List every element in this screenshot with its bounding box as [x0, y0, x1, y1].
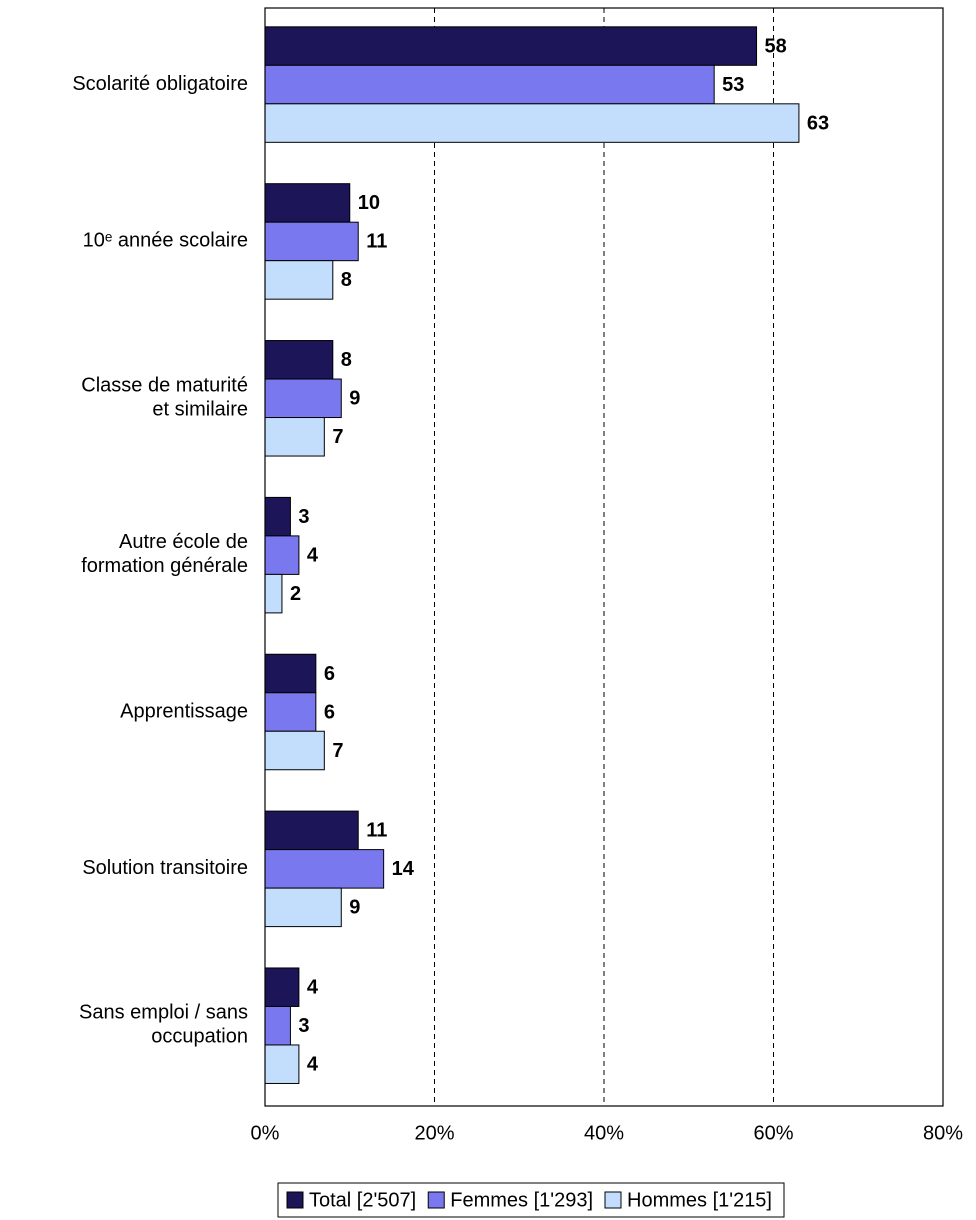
value-label: 58 — [765, 35, 787, 57]
bar — [264, 653, 317, 694]
category-label-line: Autre école de — [119, 531, 248, 553]
value-label: 3 — [298, 506, 309, 528]
category-label: 10ᵉ année scolaire — [83, 230, 248, 252]
category-label: Classe de maturité et similaire — [81, 375, 248, 421]
bar — [264, 573, 283, 614]
bar — [264, 417, 325, 457]
value-label: 11 — [366, 231, 387, 253]
value-label: 7 — [332, 426, 343, 448]
bar — [264, 64, 715, 105]
value-label: 4 — [307, 976, 319, 998]
bar — [264, 967, 300, 1007]
bar — [264, 887, 342, 928]
value-label: 4 — [307, 544, 319, 566]
value-label: 9 — [349, 897, 360, 919]
value-label: 7 — [332, 740, 343, 762]
legend-swatch — [604, 1191, 622, 1209]
category-label-line: et similaire — [152, 399, 248, 421]
legend-swatch — [286, 1191, 304, 1209]
bar — [264, 810, 359, 851]
bar — [264, 26, 758, 66]
bar — [264, 1044, 300, 1084]
value-label: 2 — [290, 583, 301, 605]
value-label: 14 — [392, 858, 415, 880]
x-tick-label: 20% — [414, 1122, 454, 1144]
value-label: 6 — [324, 701, 335, 723]
category-label-line: Classe de maturité — [81, 375, 248, 397]
bar — [264, 849, 385, 889]
legend-swatch — [427, 1191, 445, 1209]
bar — [264, 340, 334, 380]
bar — [264, 730, 325, 771]
value-label: 11 — [366, 820, 387, 842]
bar — [264, 496, 291, 537]
value-label: 9 — [349, 388, 360, 410]
value-label: 53 — [722, 74, 744, 96]
category-label-line: formation générale — [81, 555, 248, 577]
bar — [264, 183, 351, 223]
value-label: 8 — [341, 349, 352, 371]
bar — [264, 378, 342, 419]
bar — [264, 221, 359, 262]
x-tick-label: 0% — [251, 1122, 280, 1144]
value-label: 6 — [324, 663, 335, 685]
plot-frame — [264, 7, 944, 1107]
category-label: Scolarité obligatoire — [72, 73, 248, 95]
value-label: 3 — [298, 1015, 309, 1037]
bar — [264, 692, 317, 732]
category-label: Autre école de formation générale — [81, 531, 248, 577]
value-label: 4 — [307, 1053, 319, 1075]
legend-label: Femmes [1'293] — [450, 1189, 593, 1211]
category-label: Solution transitoire — [82, 857, 248, 879]
value-label: 10 — [358, 192, 380, 214]
category-label-line: occupation — [151, 1026, 248, 1048]
x-tick-label: 80% — [923, 1122, 963, 1144]
bar — [264, 1005, 291, 1046]
value-label: 8 — [341, 269, 352, 291]
legend-label: Hommes [1'215] — [627, 1189, 772, 1211]
bar — [264, 103, 800, 143]
category-label-line: Sans emploi / sans — [79, 1002, 248, 1024]
bar — [264, 260, 334, 300]
category-label: Sans emploi / sans occupation — [79, 1002, 248, 1048]
x-tick-label: 60% — [753, 1122, 793, 1144]
category-label: Apprentissage — [120, 700, 248, 722]
x-tick-label: 40% — [584, 1122, 624, 1144]
legend-box — [277, 1182, 785, 1218]
value-label: 63 — [807, 112, 829, 134]
bar — [264, 535, 300, 575]
legend-label: Total [2'507] — [309, 1189, 416, 1211]
